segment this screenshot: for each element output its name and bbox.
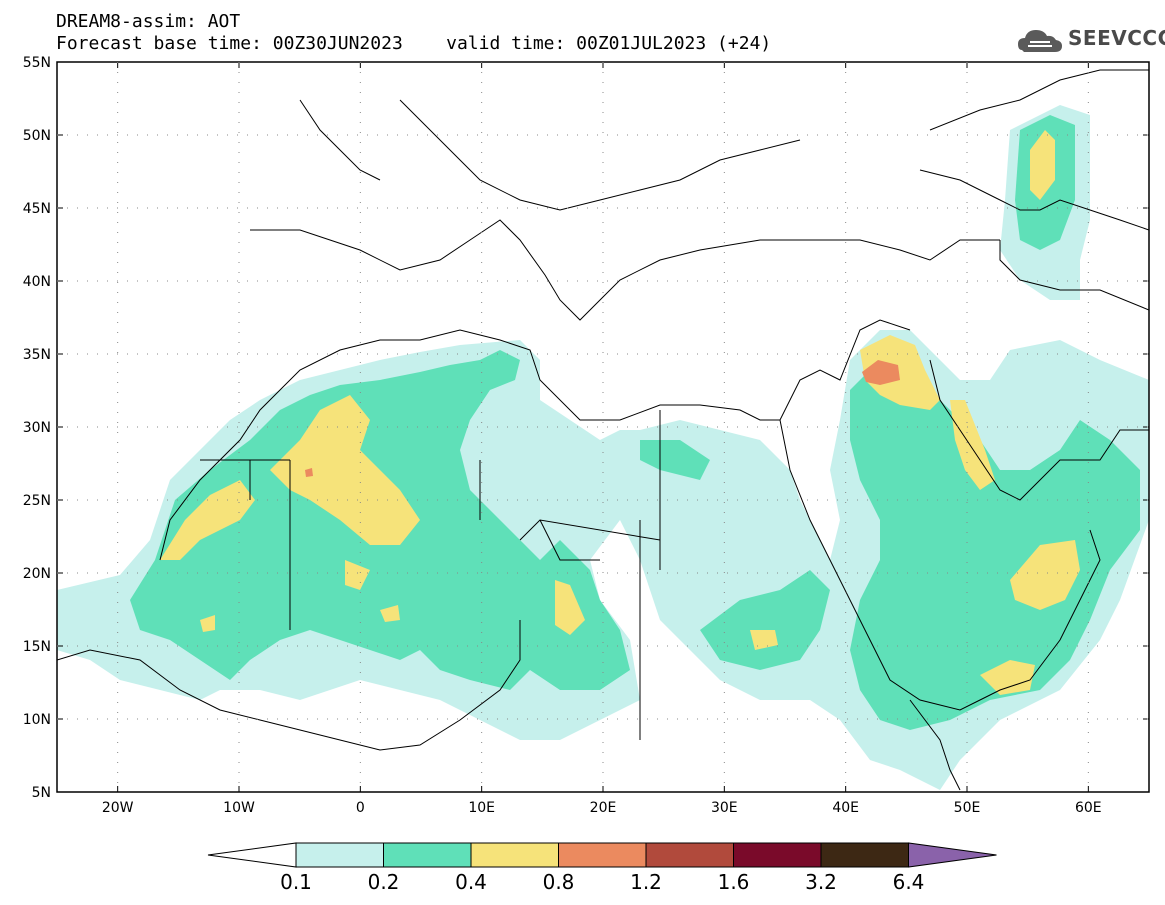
colorbar-over-triangle: [908, 842, 997, 868]
lat-tick-label: 45N: [23, 201, 51, 217]
lon-tick-label: 30E: [711, 800, 738, 816]
chart-title: DREAM8-assim: AOT: [56, 11, 241, 32]
lat-tick-label: 5N: [32, 785, 51, 801]
colorbar-label: 1.6: [718, 870, 750, 894]
lat-tick-label: 10N: [23, 712, 51, 728]
lon-tick-label: 20E: [590, 800, 617, 816]
lat-tick-label: 25N: [23, 493, 51, 509]
lat-tick-label: 30N: [23, 420, 51, 436]
lat-tick-label: 20N: [23, 566, 51, 582]
colorbar-segment: [733, 842, 822, 868]
colorbar-segment: [820, 842, 909, 868]
lon-tick-label: 50E: [954, 800, 981, 816]
colorbar-label: 6.4: [893, 870, 925, 894]
colorbar: 0.1 0.2 0.4 0.8 1.2 1.6 3.2 6.4: [207, 842, 997, 894]
colorbar-under-triangle: [207, 842, 297, 868]
aot-field: [57, 105, 1149, 790]
aot-level-0.4: [160, 130, 1080, 695]
aot-level-0.8: [305, 360, 900, 477]
colorbar-label: 0.1: [280, 870, 312, 894]
coastlines: [57, 69, 1149, 791]
lat-tick-label: 15N: [23, 639, 51, 655]
lon-tick-label: 60E: [1075, 800, 1102, 816]
lon-tick-label: 0: [356, 800, 365, 816]
colorbar-segment: [645, 842, 734, 868]
lon-tick-label: 20W: [102, 800, 134, 816]
lon-tick-label: 40E: [832, 800, 859, 816]
lat-tick-label: 55N: [23, 55, 51, 71]
cloud-icon: [1018, 30, 1062, 52]
colorbar-segment: [470, 842, 559, 868]
colorbar-label: 0.2: [368, 870, 400, 894]
lat-tick-label: 35N: [23, 347, 51, 363]
colorbar-label: 3.2: [805, 870, 837, 894]
lon-axis: 20W 10W 0 10E 20E 30E 40E 50E 60E: [102, 62, 1102, 816]
lat-tick-label: 40N: [23, 274, 51, 290]
logo-text: SEEVCCC: [1068, 26, 1165, 50]
colorbar-segment: [558, 842, 647, 868]
colorbar-segment: [383, 842, 472, 868]
lon-tick-label: 10W: [223, 800, 255, 816]
lon-tick-label: 10E: [468, 800, 495, 816]
colorbar-label: 1.2: [630, 870, 662, 894]
forecast-times: Forecast base time: 00Z30JUN2023 valid t…: [56, 33, 772, 54]
colorbar-segment: [295, 842, 384, 868]
colorbar-label: 0.4: [455, 870, 487, 894]
lat-tick-label: 50N: [23, 128, 51, 144]
colorbar-label: 0.8: [543, 870, 575, 894]
